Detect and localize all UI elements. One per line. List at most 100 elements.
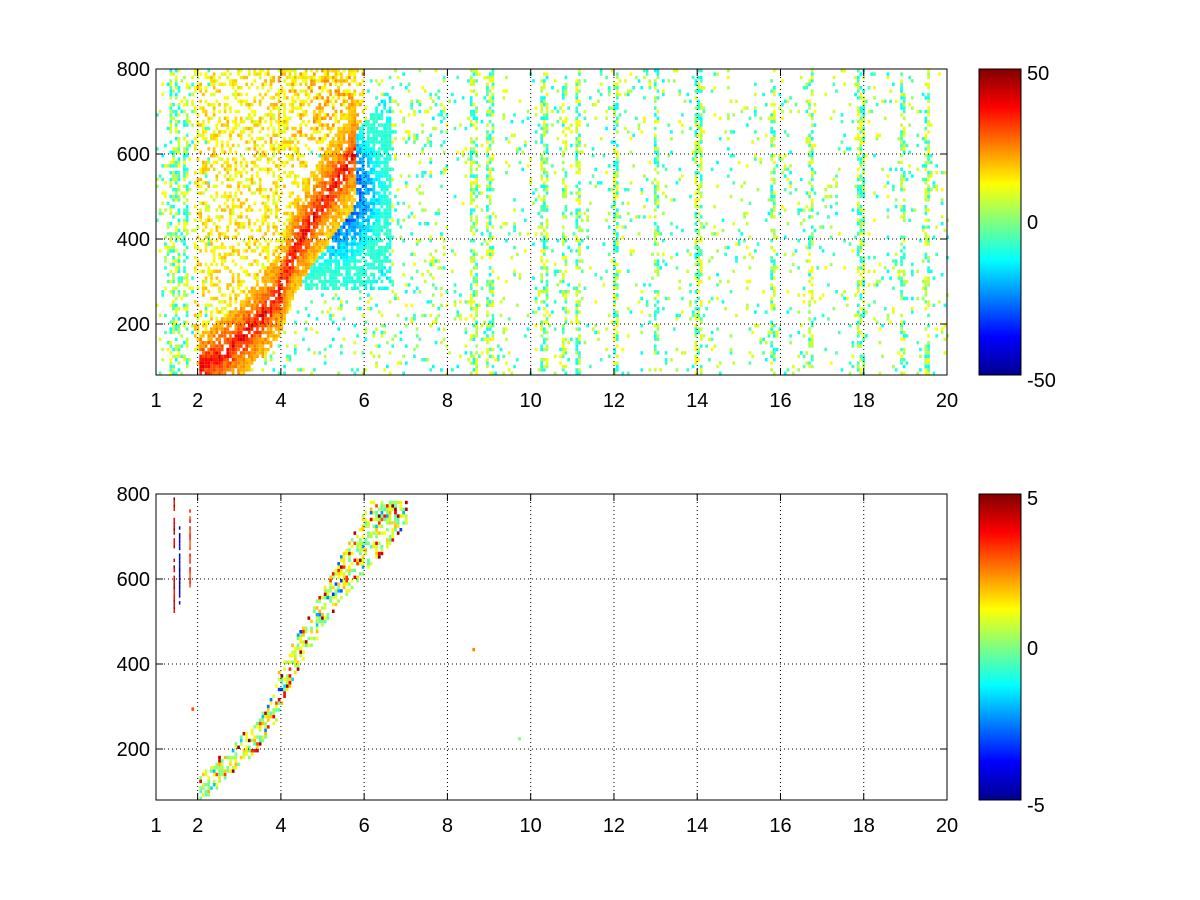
- heatmap-cell: [304, 259, 308, 263]
- heatmap-cell: [210, 296, 213, 301]
- heatmap-cell: [369, 154, 373, 158]
- heatmap-cell: [445, 123, 449, 127]
- heatmap-cell: [543, 364, 546, 369]
- heatmap-cell: [196, 82, 200, 86]
- heatmap-cell: [540, 259, 543, 263]
- heatmap-cell: [307, 256, 311, 260]
- heatmap-cell: [283, 79, 286, 83]
- heatmap-cell: [291, 126, 294, 131]
- heatmap-cell: [543, 126, 546, 131]
- heatmap-cell: [391, 337, 395, 341]
- heatmap-cell: [169, 235, 173, 239]
- heatmap-cell: [285, 123, 289, 127]
- heatmap-cell: [545, 293, 549, 297]
- heatmap-cell: [337, 259, 340, 263]
- heatmap-cell: [545, 296, 549, 301]
- heatmap-cell: [334, 239, 338, 243]
- heatmap-cell: [234, 344, 238, 348]
- heatmap-cell: [331, 205, 335, 209]
- heatmap-cell: [207, 232, 211, 236]
- heatmap-cell: [174, 324, 178, 328]
- heatmap-cell: [602, 283, 606, 287]
- heatmap-cell: [239, 201, 243, 205]
- heatmap-cell: [388, 235, 392, 239]
- heatmap-cell: [345, 273, 349, 277]
- heatmap-cell: [256, 341, 259, 345]
- heatmap-cell: [331, 137, 335, 141]
- heatmap-cell: [239, 154, 243, 158]
- heatmap-cell: [570, 130, 573, 134]
- heatmap-cell: [231, 130, 235, 134]
- heatmap-cell: [210, 303, 213, 307]
- heatmap-cell: [580, 239, 584, 243]
- heatmap-cell: [272, 317, 276, 321]
- heatmap-cell: [534, 140, 538, 144]
- heatmap-cell: [266, 259, 270, 263]
- heatmap-cell: [369, 307, 373, 311]
- heatmap-cell: [218, 245, 221, 250]
- heatmap-cell: [386, 228, 389, 233]
- heatmap-cell: [296, 262, 300, 267]
- heatmap-cell: [177, 198, 181, 202]
- heatmap-cell: [543, 252, 546, 256]
- heatmap-cell: [318, 120, 322, 124]
- heatmap-cell: [613, 211, 616, 216]
- heatmap-cell: [226, 358, 230, 362]
- heatmap-cell: [578, 337, 581, 341]
- heatmap-cell: [248, 344, 251, 348]
- heatmap-cell: [483, 75, 487, 80]
- heatmap-cell: [543, 72, 546, 76]
- heatmap-cell: [383, 198, 386, 202]
- heatmap-cell: [248, 341, 251, 345]
- heatmap-cell: [329, 191, 332, 195]
- heatmap-cell: [472, 150, 476, 154]
- heatmap-cell: [315, 269, 319, 273]
- heatmap-cell: [342, 242, 346, 246]
- heatmap-cell: [245, 351, 248, 355]
- heatmap-cell: [475, 293, 478, 297]
- heatmap-cell: [561, 324, 565, 328]
- heatmap-cell: [353, 228, 357, 233]
- heatmap-cell: [199, 82, 202, 86]
- heatmap-cell: [432, 320, 435, 324]
- heatmap-cell: [174, 79, 178, 83]
- heatmap-cell: [469, 313, 473, 318]
- heatmap-cell: [285, 160, 289, 165]
- heatmap-cell: [348, 279, 351, 284]
- heatmap-cell: [399, 361, 403, 365]
- heatmap-cell: [261, 262, 265, 267]
- heatmap-cell: [174, 177, 178, 182]
- heatmap-cell: [369, 181, 373, 185]
- heatmap-cell: [285, 300, 289, 304]
- heatmap-cell: [288, 205, 292, 209]
- heatmap-cell: [326, 218, 330, 222]
- heatmap-cell: [283, 222, 286, 226]
- heatmap-cell: [204, 167, 208, 171]
- heatmap-cell: [212, 361, 216, 365]
- heatmap-cell: [296, 222, 300, 226]
- heatmap-cell: [248, 313, 251, 318]
- heatmap-cell: [185, 133, 189, 137]
- heatmap-cell: [253, 120, 257, 124]
- heatmap-cell: [277, 290, 281, 294]
- heatmap-cell: [353, 130, 357, 134]
- heatmap-cell: [258, 330, 262, 335]
- heatmap-cell: [616, 337, 619, 341]
- heatmap-cell: [283, 69, 286, 73]
- heatmap-cell: [239, 205, 243, 209]
- heatmap-cell: [172, 177, 175, 182]
- heatmap-cell: [369, 283, 373, 287]
- heatmap-cell: [285, 120, 289, 124]
- heatmap-cell: [350, 160, 354, 165]
- heatmap-cell: [226, 164, 230, 168]
- heatmap-cell: [304, 276, 308, 280]
- heatmap-cell: [505, 171, 508, 175]
- heatmap-cell: [204, 222, 208, 226]
- heatmap-cell: [226, 205, 230, 209]
- heatmap-cell: [256, 137, 259, 141]
- heatmap-cell: [242, 334, 246, 338]
- heatmap-cell: [261, 324, 265, 328]
- heatmap-cell: [613, 109, 616, 114]
- heatmap-cell: [356, 218, 359, 222]
- heatmap-cell: [559, 290, 562, 294]
